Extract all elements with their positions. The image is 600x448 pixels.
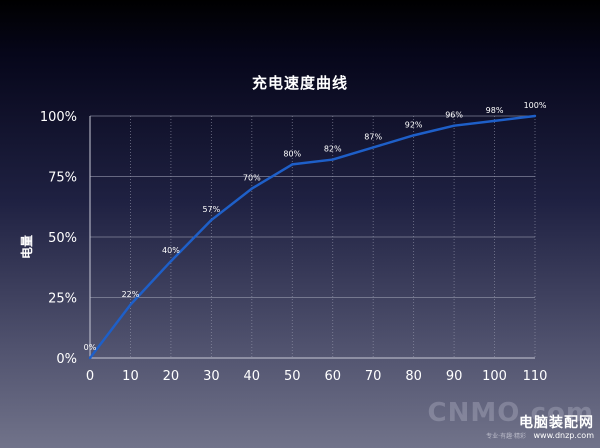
chart-title: 充电速度曲线: [251, 74, 348, 92]
y-tick-label: 50%: [48, 231, 77, 246]
data-label: 82%: [324, 145, 342, 154]
data-point: [88, 356, 92, 360]
watermark-tagline: 专业·有趣·精彩: [486, 433, 526, 440]
x-tick-label: 80: [405, 369, 422, 384]
data-label: 80%: [283, 149, 301, 158]
x-tick-label: 10: [122, 369, 139, 384]
data-point: [291, 163, 294, 166]
data-label: 22%: [122, 290, 140, 299]
x-tick-label: 30: [203, 369, 220, 384]
data-label: 40%: [162, 246, 180, 255]
x-tick-label: 50: [284, 369, 301, 384]
x-tick-label: 40: [244, 369, 261, 384]
data-label: 98%: [486, 106, 504, 115]
data-point: [452, 124, 456, 127]
y-tick-label: 100%: [40, 110, 77, 125]
data-label: 0%: [84, 343, 97, 352]
data-point: [533, 114, 537, 118]
x-tick-label: 110: [523, 369, 548, 384]
x-tick-label: 60: [324, 369, 341, 384]
y-tick-label: 75%: [48, 171, 77, 186]
x-tick-label: 90: [446, 369, 463, 384]
watermark: CNMO.com 电脑装配网 专业·有趣·精彩 www.dnzp.com: [428, 398, 596, 446]
data-point: [371, 146, 375, 149]
x-tick-label: 20: [163, 369, 180, 384]
data-label: 92%: [405, 120, 423, 129]
data-point: [210, 218, 213, 222]
watermark-text: 电脑装配网: [519, 415, 594, 431]
data-label: 96%: [445, 111, 463, 120]
y-tick-label: 25%: [48, 292, 77, 307]
data-label: 87%: [364, 132, 382, 141]
x-tick-label: 0: [86, 369, 94, 384]
data-point: [250, 187, 254, 190]
x-tick-label: 100: [482, 369, 507, 384]
x-tick-label: 70: [365, 369, 382, 384]
data-point: [412, 134, 415, 137]
data-point: [169, 260, 173, 263]
data-point: [129, 303, 132, 306]
data-label: 57%: [202, 205, 220, 214]
y-tick-label: 0%: [56, 352, 77, 367]
watermark-url: www.dnzp.com: [533, 431, 595, 440]
data-label: 70%: [243, 174, 261, 183]
series-line: [89, 114, 536, 359]
data-point: [493, 119, 496, 123]
watermark-logo: CNMO.com: [427, 398, 594, 428]
data-label: 100%: [524, 101, 547, 110]
data-point: [331, 158, 334, 161]
